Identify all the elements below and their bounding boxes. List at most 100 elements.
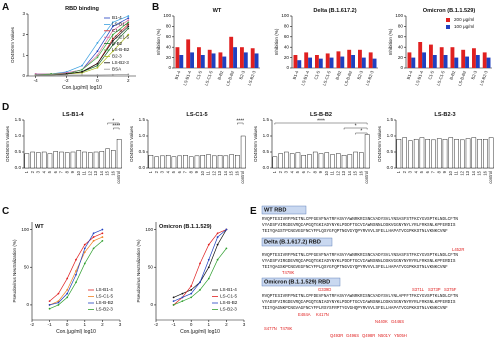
x-tick-label: 2 (225, 322, 228, 327)
section-title: Delta (B.1.617.2) RBD (264, 240, 321, 246)
y-tick-label: 50 (24, 264, 30, 269)
x-tick-label: 4 (165, 170, 170, 173)
y-axis-label: OD450nm Values (5, 125, 10, 162)
x-tick-label: 12 (335, 170, 340, 175)
x-tick-label: 5 (171, 170, 176, 173)
x-tick-label: LS-C1-5 (436, 69, 446, 86)
chart-title: LS-B1-4 (62, 112, 84, 118)
y-tick-label: 40 (284, 44, 290, 49)
x-tick-label: 8 (188, 170, 193, 173)
y-tick-label: 80 (398, 24, 404, 29)
sequence-line: VYADSFVIRGDEVRQIAPGQTGKIADYNYKLPDDFTGCVI… (262, 223, 456, 228)
mutation-label: N440K (375, 319, 388, 324)
data-point (216, 236, 219, 238)
data-point (96, 54, 99, 57)
bar (297, 60, 302, 68)
x-tick-label: -2 (30, 322, 35, 327)
mutation-label: G496S (346, 333, 359, 338)
chart-title: Delta (B.1.617.2) (313, 8, 356, 14)
mutation-label: K417N (316, 312, 329, 317)
x-tick-label: 5 (419, 170, 424, 173)
mutation-label: S371L (412, 287, 425, 292)
x-tick-label: 0 (190, 322, 193, 327)
legend-label: LS-B2-3 (112, 60, 129, 65)
y-tick-label: 0 (400, 65, 403, 70)
bar (223, 155, 229, 169)
data-point (66, 296, 69, 299)
bar (425, 138, 430, 169)
data-point (57, 304, 60, 306)
x-tick-label: 12 (459, 170, 464, 175)
panel-label: B (152, 2, 159, 13)
bar (177, 155, 182, 169)
bar (312, 151, 318, 169)
bar (41, 151, 47, 169)
x-tick-label: 10 (448, 170, 453, 175)
legend-label: LS-B-B2 (220, 300, 238, 305)
y-tick-label: 3 (22, 11, 25, 16)
x-tick-label: 14 (471, 170, 476, 175)
x-tick-label: 9 (194, 170, 199, 173)
data-point (172, 300, 175, 303)
bar (442, 138, 448, 169)
mutation-label: S477N (264, 326, 277, 331)
legend-swatch (446, 25, 450, 29)
bar (222, 56, 227, 68)
data-point (96, 56, 99, 59)
data-point (216, 232, 219, 235)
bar (154, 156, 159, 169)
y-tick-label: 0 (168, 65, 171, 70)
data-point (216, 258, 219, 261)
bar (353, 151, 358, 169)
x-tick-label: B1-4 (174, 69, 182, 80)
data-point (83, 251, 86, 254)
x-tick-label: 1 (24, 170, 29, 173)
legend-label: B2-3 (112, 54, 122, 59)
significance-label: * (112, 119, 114, 125)
x-tick-label: LS-C1-5 (322, 69, 332, 86)
section-title: Omicron (B.1.1.529) RBD (264, 280, 330, 286)
bar (471, 137, 477, 169)
data-point (199, 288, 201, 291)
bar (250, 48, 255, 68)
x-tick-label: B-B2 (334, 69, 342, 80)
bar (211, 53, 216, 68)
bar (364, 134, 370, 169)
bar (295, 152, 301, 169)
bar (431, 139, 436, 169)
x-tick-label: 6 (425, 170, 430, 173)
bar (88, 152, 93, 169)
mutation-label: S373P (428, 287, 441, 292)
bar (293, 55, 298, 68)
y-tick-label: 60 (398, 34, 404, 39)
y-tick-label: 1.5 (139, 117, 146, 122)
x-tick-label: B1-4 (292, 69, 300, 80)
data-point (207, 243, 210, 246)
x-tick-label: 2 (154, 170, 159, 173)
data-point (57, 292, 60, 295)
data-point (181, 300, 184, 303)
data-point (92, 239, 95, 242)
x-tick-label: 6 (177, 170, 182, 173)
chart: Delta (B.1.617.2) 0 20 40 60 80 100 Inhibition … (274, 8, 378, 87)
y-tick-label: 20 (398, 55, 404, 60)
x-tick-label: 7 (307, 170, 312, 173)
legend-label: LS-B-B2 (112, 47, 130, 52)
bar (325, 53, 330, 68)
x-tick-label: LS-B1-4 (300, 69, 310, 86)
bar (418, 42, 423, 68)
x-tick-label: 14 (347, 170, 352, 175)
x-tick-label: 15 (105, 170, 110, 175)
chart: WT 0 20 40 60 80 100 Inhibition (%) B1-4 LS-B1-4 C… (156, 8, 260, 87)
bar (240, 47, 244, 68)
x-tick-label: 1 (84, 322, 87, 327)
section-box (261, 237, 333, 247)
x-axis-label: Con.(μg/ml) log10 (56, 329, 96, 335)
bar (30, 151, 35, 169)
data-point (48, 304, 51, 306)
mutation-label: T478K (282, 270, 295, 275)
y-tick-label: 1.5 (387, 117, 394, 122)
data-point (172, 304, 175, 306)
legend-label: C1-5 (112, 28, 122, 33)
y-tick-label: 0.0 (15, 165, 22, 170)
